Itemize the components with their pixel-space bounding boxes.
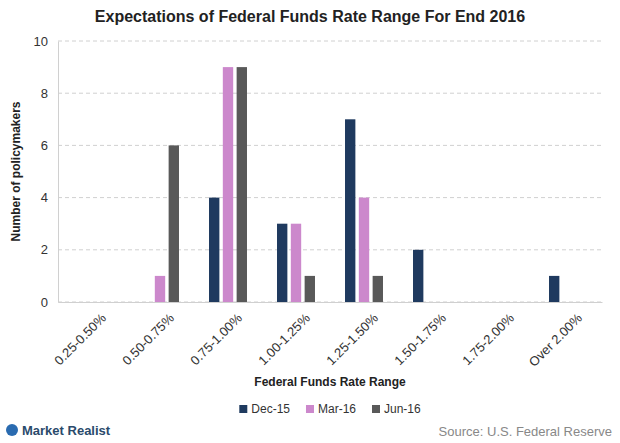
bar <box>291 224 301 302</box>
y-tick: 8 <box>41 86 58 101</box>
x-tick-label: 1.50-1.75% <box>391 310 449 368</box>
bar <box>427 302 437 303</box>
grid-line <box>58 302 602 303</box>
x-axis-title: Federal Funds Rate Range <box>254 375 406 389</box>
bar <box>305 276 315 302</box>
x-axis-line <box>59 302 603 303</box>
bar <box>73 302 83 303</box>
grid-line <box>58 93 602 94</box>
x-tick-label: 0.75-1.00% <box>187 310 245 368</box>
x-tick-label: 0.25-0.50% <box>51 310 109 368</box>
x-tick: Over 2.00% <box>526 302 585 370</box>
y-tick-label: 8 <box>41 86 48 101</box>
grid-line <box>58 249 602 250</box>
brand: Market Realist <box>6 423 111 438</box>
legend-swatch <box>306 405 314 413</box>
x-tick-label: 1.75-2.00% <box>459 310 517 368</box>
y-tick: 4 <box>41 190 58 205</box>
bar-series <box>169 67 383 302</box>
bar <box>155 276 165 302</box>
title: Expectations of Federal Funds Rate Range… <box>95 8 525 25</box>
legend-label: Dec-15 <box>251 402 290 416</box>
bar <box>509 302 519 303</box>
bar <box>563 302 573 303</box>
grid-line <box>58 145 602 146</box>
y-tick: 6 <box>41 138 58 153</box>
y-axis-line <box>58 42 59 303</box>
y-tick: 10 <box>34 34 58 49</box>
grid-line <box>58 197 602 198</box>
bar <box>345 119 355 302</box>
y-tick: 2 <box>41 242 58 257</box>
bar-series <box>155 67 369 302</box>
x-tick-label: 1.00-1.25% <box>255 310 313 368</box>
brand-icon <box>6 424 18 436</box>
x-tick: 1.50-1.75% <box>391 302 449 368</box>
x-tick: 1.25-1.50% <box>323 302 381 368</box>
x-tick: 1.75-2.00% <box>459 302 517 368</box>
chart: Expectations of Federal Funds Rate Range… <box>0 0 620 443</box>
bar <box>549 276 559 302</box>
grid-line <box>58 41 602 42</box>
x-tick: 1.00-1.25% <box>255 302 313 368</box>
bar <box>209 198 219 302</box>
bar <box>441 302 451 303</box>
legend-swatch <box>372 405 380 413</box>
y-tick-label: 2 <box>41 242 48 257</box>
bar <box>101 302 111 303</box>
bar <box>481 302 491 303</box>
y-axis-title: Number of policymakers <box>9 101 23 241</box>
legend-item: Dec-15 <box>239 402 290 416</box>
grid <box>58 41 602 302</box>
bar <box>495 302 505 303</box>
bar <box>141 302 151 303</box>
bar <box>359 198 369 302</box>
y-tick-label: 0 <box>41 295 48 310</box>
y-axis: 0 2 4 6 8 10 <box>34 34 59 310</box>
bar <box>413 250 423 302</box>
brand-text: Market Realist <box>22 423 111 438</box>
bar <box>277 224 287 302</box>
bars <box>155 67 560 302</box>
legend: Dec-15 Mar-16 Jun-16 <box>239 402 421 416</box>
legend-item: Mar-16 <box>306 402 356 416</box>
bar-series <box>209 119 559 302</box>
source: Source: U.S. Federal Reserve <box>439 424 612 439</box>
x-tick: 0.25-0.50% <box>51 302 109 368</box>
x-tick-label: 1.25-1.50% <box>323 310 381 368</box>
legend-swatch <box>239 405 247 413</box>
bar <box>577 302 587 303</box>
x-axis: 0.25-0.50%0.50-0.75%0.75-1.00%1.00-1.25%… <box>51 302 602 370</box>
legend-item: Jun-16 <box>372 402 421 416</box>
y-tick-label: 4 <box>41 190 48 205</box>
y-tick-label: 6 <box>41 138 48 153</box>
x-tick: 0.50-0.75% <box>119 302 177 368</box>
bar <box>87 302 97 303</box>
bar <box>169 145 179 302</box>
legend-label: Mar-16 <box>318 402 356 416</box>
plot: 0 2 4 6 8 10 0.25-0.50%0.50-0.75%0.75-1.00%1.0… <box>34 34 603 370</box>
bar <box>237 67 247 302</box>
y-tick: 0 <box>41 295 58 310</box>
bar <box>373 276 383 302</box>
x-tick-label: 0.50-0.75% <box>119 310 177 368</box>
legend-label: Jun-16 <box>384 402 421 416</box>
x-tick-label: Over 2.00% <box>526 310 585 369</box>
bar <box>223 67 233 302</box>
y-tick-label: 10 <box>34 34 48 49</box>
x-tick: 0.75-1.00% <box>187 302 245 368</box>
